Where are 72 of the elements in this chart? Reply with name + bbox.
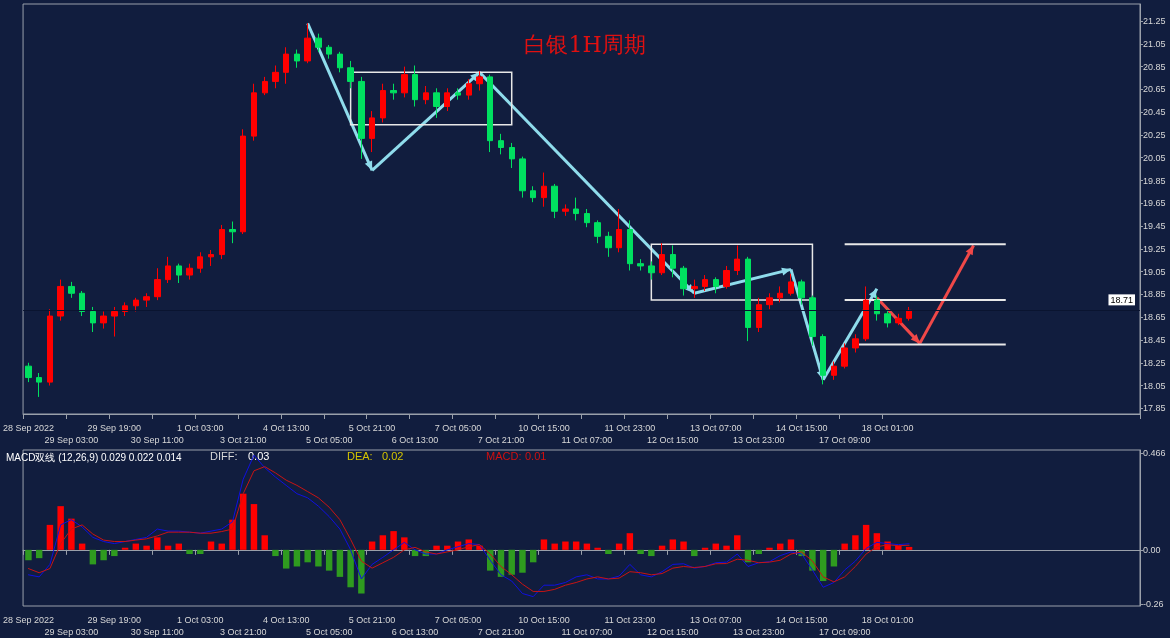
x-tick-label: 13 Oct 07:00 [690,423,742,433]
x-tick-label: 11 Oct 23:00 [604,423,656,433]
x-tick-label: 17 Oct 09:00 [818,627,871,637]
x-tick-label: 7 Oct 05:00 [434,423,482,433]
x-tick-label: 29 Sep 19:00 [87,423,142,433]
y-tick-label: 20.85 [1143,61,1166,72]
x-tick-label: 29 Sep 03:00 [44,627,99,637]
y-tick-label: 18.45 [1143,334,1166,345]
x-tick-label: 11 Oct 07:00 [561,435,613,445]
y-tick-label: 0.466 [1143,447,1166,458]
x-tick-label: 17 Oct 09:00 [818,435,871,445]
y-tick-label: 19.05 [1143,266,1166,277]
x-tick-label: 5 Oct 21:00 [348,423,396,433]
y-tick-label: 20.45 [1143,107,1166,118]
x-tick-label: 4 Oct 13:00 [262,615,310,625]
annotation: DEA: [347,449,373,462]
y-tick-label: -0.26 [1143,598,1164,609]
x-tick-label: 6 Oct 13:00 [391,435,439,445]
x-tick-label: 12 Oct 15:00 [647,435,699,445]
x-tick-label: 18 Oct 01:00 [861,615,914,625]
x-tick-label: 13 Oct 23:00 [732,627,785,637]
x-tick-label: 10 Oct 15:00 [518,423,570,433]
x-tick-label: 10 Oct 15:00 [518,615,570,625]
y-tick-label: 18.05 [1143,380,1166,391]
x-tick-label: 4 Oct 13:00 [262,423,310,433]
x-tick-label: 29 Sep 03:00 [44,435,99,445]
x-tick-label: 13 Oct 23:00 [732,435,785,445]
x-tick-label: 30 Sep 11:00 [130,627,184,637]
annotation: MACD双线 (12,26,9) 0.029 0.022 0.014 [6,451,183,463]
annotation: 0.01 [525,449,547,462]
y-tick-label: 20.65 [1143,84,1166,95]
annotation: MACD: [486,449,522,462]
x-tick-label: 3 Oct 21:00 [219,627,267,637]
text: 白银1H周期 [524,31,646,57]
y-tick-label: 21.05 [1143,38,1166,49]
x-tick-label: 28 Sep 2022 [2,423,54,433]
y-tick-label: 19.25 [1143,243,1166,254]
y-tick-label: 19.85 [1143,175,1166,186]
x-tick-label: 5 Oct 05:00 [305,627,353,637]
x-tick-label: 29 Sep 19:00 [87,615,142,625]
y-tick-label: 0.00 [1143,544,1161,555]
x-tick-label: 14 Oct 15:00 [775,423,828,433]
x-tick-label: 13 Oct 07:00 [690,615,742,625]
annotation: DIFF: [210,449,238,462]
x-tick-label: 28 Sep 2022 [2,615,54,625]
x-tick-label: 7 Oct 21:00 [477,435,525,445]
y-tick-label: 20.25 [1143,129,1166,140]
x-tick-label: 6 Oct 13:00 [391,627,439,637]
x-tick-label: 5 Oct 21:00 [348,615,396,625]
x-tick-label: 1 Oct 03:00 [177,423,224,433]
x-tick-label: 11 Oct 07:00 [561,627,613,637]
x-tick-label: 14 Oct 15:00 [775,615,828,625]
x-tick-label: 7 Oct 21:00 [477,627,525,637]
x-tick-label: 1 Oct 03:00 [177,615,224,625]
x-tick-label: 11 Oct 23:00 [604,615,656,625]
x-tick-label: 7 Oct 05:00 [434,615,482,625]
y-tick-label: 17.85 [1143,403,1166,414]
x-tick-label: 3 Oct 21:00 [219,435,267,445]
y-tick-label: 21.25 [1143,16,1166,27]
annotation: 0.02 [382,449,404,462]
y-tick-label: 19.45 [1143,221,1166,232]
x-tick-label: 12 Oct 15:00 [647,627,699,637]
y-tick-label: 18.65 [1143,312,1166,323]
y-tick-label: 20.05 [1143,152,1166,163]
y-tick-label: 18.85 [1143,289,1166,300]
y-tick-label: 19.65 [1143,198,1166,209]
x-tick-label: 5 Oct 05:00 [305,435,353,445]
annotation: 0.03 [248,449,270,462]
x-tick-label: 30 Sep 11:00 [130,435,184,445]
x-tick-label: 18 Oct 01:00 [861,423,914,433]
y-tick-label: 18.25 [1143,357,1166,368]
ref-line-label: 18.71 [1110,294,1133,305]
